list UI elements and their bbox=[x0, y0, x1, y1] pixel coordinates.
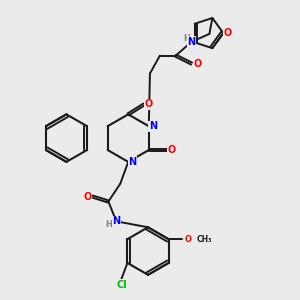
Text: O: O bbox=[83, 192, 92, 202]
Text: O: O bbox=[223, 28, 231, 38]
Text: H: H bbox=[105, 220, 112, 229]
Text: CH₃: CH₃ bbox=[196, 235, 212, 244]
Text: N: N bbox=[188, 37, 196, 47]
Text: O: O bbox=[167, 145, 176, 155]
Text: N: N bbox=[128, 157, 136, 167]
Text: O: O bbox=[145, 99, 153, 110]
Text: Cl: Cl bbox=[116, 280, 127, 290]
Text: O: O bbox=[194, 58, 202, 69]
Text: O: O bbox=[185, 235, 192, 244]
Text: N: N bbox=[112, 216, 120, 226]
Text: H: H bbox=[183, 34, 190, 43]
Text: N: N bbox=[149, 121, 157, 131]
